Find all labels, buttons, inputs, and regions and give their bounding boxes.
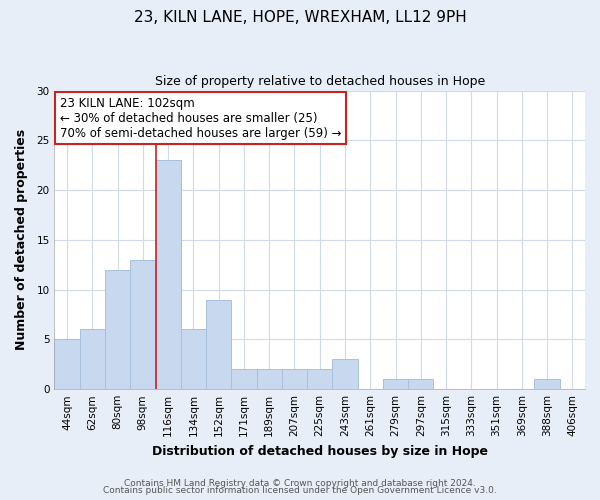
Bar [383, 379, 408, 389]
Y-axis label: Number of detached properties: Number of detached properties [15, 130, 28, 350]
Bar [155, 160, 181, 389]
Bar [55, 340, 80, 389]
Bar [535, 379, 560, 389]
X-axis label: Distribution of detached houses by size in Hope: Distribution of detached houses by size … [152, 444, 488, 458]
Bar [181, 330, 206, 389]
Text: 23, KILN LANE, HOPE, WREXHAM, LL12 9PH: 23, KILN LANE, HOPE, WREXHAM, LL12 9PH [134, 10, 466, 25]
Bar [282, 370, 307, 389]
Bar [105, 270, 130, 389]
Bar [307, 370, 332, 389]
Text: 23 KILN LANE: 102sqm
← 30% of detached houses are smaller (25)
70% of semi-detac: 23 KILN LANE: 102sqm ← 30% of detached h… [60, 96, 341, 140]
Text: Contains public sector information licensed under the Open Government Licence v3: Contains public sector information licen… [103, 486, 497, 495]
Bar [231, 370, 257, 389]
Title: Size of property relative to detached houses in Hope: Size of property relative to detached ho… [155, 75, 485, 88]
Bar [206, 300, 231, 389]
Bar [80, 330, 105, 389]
Bar [332, 360, 358, 389]
Bar [130, 260, 155, 389]
Bar [408, 379, 433, 389]
Bar [257, 370, 282, 389]
Text: Contains HM Land Registry data © Crown copyright and database right 2024.: Contains HM Land Registry data © Crown c… [124, 478, 476, 488]
